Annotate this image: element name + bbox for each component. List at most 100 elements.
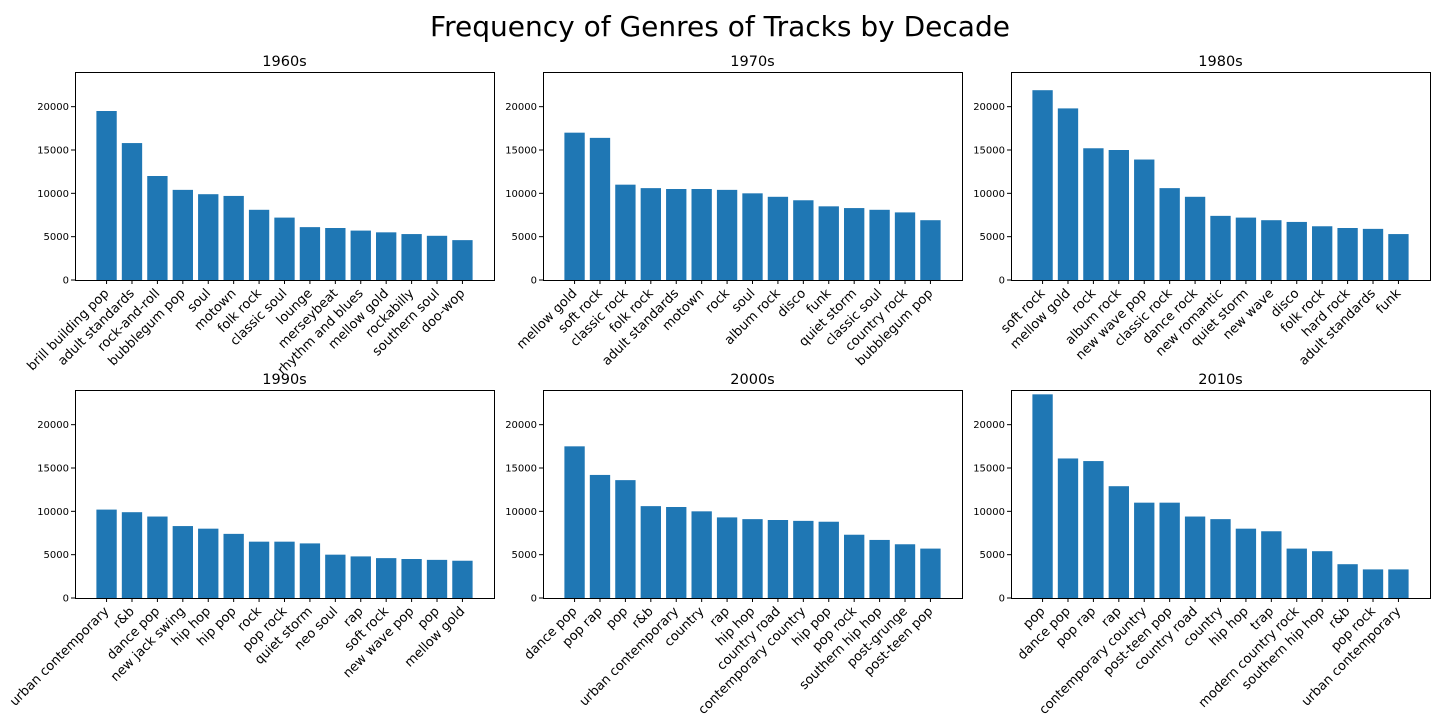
- chart-panel: 1990s 0 5000 10000 15000 20000 urban contempor…: [7, 372, 495, 709]
- axes-frame: [1011, 390, 1431, 599]
- bar: [426, 559, 448, 598]
- bar: [274, 217, 295, 280]
- y-tick-label: 20000: [37, 420, 69, 431]
- y-tick-label: 20000: [37, 102, 69, 113]
- bar: [299, 227, 321, 280]
- bar: [1108, 150, 1129, 280]
- bar: [716, 517, 738, 598]
- bar: [1032, 394, 1053, 598]
- x-tick-label: rock: [703, 286, 734, 317]
- bar: [716, 189, 738, 280]
- y-tick-label: 15000: [973, 464, 1005, 475]
- bar: [350, 230, 371, 280]
- x-tick-label: urban contemporary: [7, 604, 112, 709]
- chart-title: 1980s: [1198, 54, 1242, 70]
- bar: [274, 541, 295, 598]
- bar: [1337, 228, 1358, 280]
- bar: [1134, 159, 1155, 280]
- bar: [121, 143, 143, 280]
- x-tick-label: funk: [1373, 286, 1404, 317]
- bar: [767, 520, 789, 598]
- bar: [1134, 502, 1155, 598]
- y-tick-label: 5000: [512, 550, 537, 561]
- bar: [1083, 148, 1104, 280]
- chart-title: 2010s: [1198, 372, 1242, 388]
- bar: [1388, 234, 1409, 280]
- y-tick-label: 5000: [980, 232, 1005, 243]
- bar: [691, 511, 712, 598]
- bar: [1235, 217, 1257, 280]
- bar: [248, 541, 270, 598]
- figure-title: Frequency of Genres of Tracks by Decade: [430, 10, 1010, 43]
- bar: [666, 189, 687, 280]
- bar: [1159, 188, 1180, 280]
- y-tick-label: 10000: [505, 189, 537, 200]
- y-tick-label: 20000: [973, 420, 1005, 431]
- chart-title: 1970s: [730, 54, 774, 70]
- bar: [1184, 516, 1206, 598]
- bar: [1312, 551, 1333, 598]
- y-tick-label: 0: [531, 276, 537, 287]
- bar: [793, 200, 814, 280]
- y-tick-label: 0: [999, 594, 1005, 605]
- y-tick-label: 20000: [505, 102, 537, 113]
- bar: [920, 220, 941, 280]
- bar: [894, 212, 916, 280]
- bar: [223, 533, 244, 598]
- y-tick-label: 10000: [37, 189, 69, 200]
- axes-frame: [75, 72, 495, 281]
- bar: [1235, 528, 1257, 598]
- y-tick-label: 5000: [44, 550, 69, 561]
- chart-title: 1990s: [262, 372, 306, 388]
- bar: [844, 534, 865, 598]
- bar: [1210, 519, 1231, 598]
- y-tick-label: 0: [531, 594, 537, 605]
- bar: [818, 521, 839, 598]
- bar: [1286, 221, 1307, 280]
- bar: [1337, 564, 1358, 598]
- bar: [1083, 461, 1104, 598]
- chart-title: 2000s: [730, 372, 774, 388]
- y-tick-label: 15000: [973, 146, 1005, 157]
- bar: [248, 209, 270, 280]
- y-tick-label: 0: [999, 276, 1005, 287]
- bar: [172, 526, 193, 598]
- y-tick-label: 5000: [980, 550, 1005, 561]
- chart-title: 1960s: [262, 54, 306, 70]
- y-tick-label: 10000: [505, 507, 537, 518]
- bar: [299, 543, 321, 598]
- axes-frame: [75, 390, 495, 599]
- bar: [818, 206, 839, 280]
- y-tick-label: 15000: [37, 146, 69, 157]
- y-tick-label: 15000: [37, 464, 69, 475]
- bar: [844, 208, 865, 280]
- axes-frame: [1011, 72, 1431, 281]
- bar: [376, 558, 397, 598]
- y-tick-label: 0: [63, 276, 69, 287]
- bar: [1032, 90, 1053, 280]
- bar: [1362, 569, 1384, 598]
- x-tick-label: disco: [775, 286, 809, 320]
- bar: [1159, 502, 1180, 598]
- bar: [640, 506, 661, 598]
- bar: [1286, 548, 1307, 598]
- y-tick-label: 15000: [505, 464, 537, 475]
- y-tick-label: 5000: [512, 232, 537, 243]
- bar: [452, 560, 473, 598]
- bar: [640, 188, 661, 280]
- bar: [325, 554, 346, 598]
- bar: [121, 512, 143, 598]
- bar: [894, 544, 916, 598]
- bar: [742, 193, 763, 280]
- bar: [147, 176, 168, 280]
- bar: [564, 132, 585, 280]
- bar: [1261, 531, 1282, 598]
- bar: [1057, 108, 1079, 281]
- bar: [172, 189, 193, 280]
